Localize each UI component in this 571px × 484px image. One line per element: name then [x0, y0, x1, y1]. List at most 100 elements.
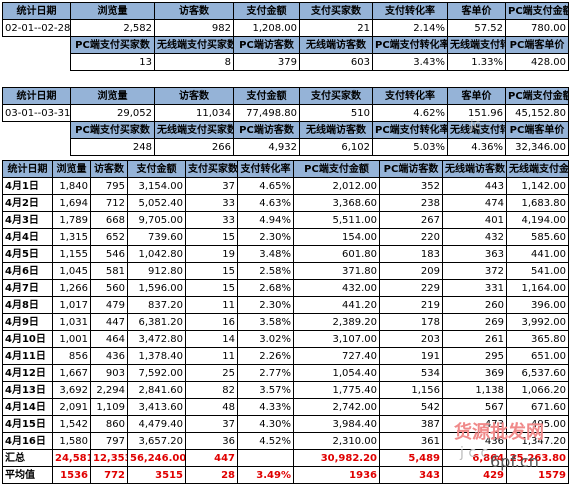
data-cell: 248 — [70, 138, 155, 156]
header-cell: 浏览量 — [52, 160, 91, 178]
data-cell: 432.00 — [293, 279, 380, 297]
data-cell: 261 — [442, 330, 507, 348]
data-cell: 19 — [185, 245, 238, 263]
data-cell: 652 — [90, 228, 128, 246]
row-label-cell: 4月3日 — [2, 211, 53, 229]
data-cell: 3.49% — [237, 466, 294, 484]
data-cell: 3.58% — [237, 313, 294, 331]
table-row: 4月1日 1,840 795 3,154.00 37 4.65% 2,012.00 352 44… — [2, 177, 569, 195]
data-cell: 560 — [90, 279, 128, 297]
data-cell: 13 — [70, 53, 155, 71]
data-cell: 3.57% — [237, 381, 294, 399]
data-cell: 671.60 — [506, 398, 569, 416]
data-cell: 546 — [90, 245, 128, 263]
data-cell: 220 — [379, 228, 443, 246]
data-cell: 912.80 — [127, 262, 186, 280]
row-label-cell: 4月13日 — [2, 381, 53, 399]
summary-subdata-row: 13 8 379 603 3.43% 1.33% 428.00 — [3, 53, 569, 71]
data-cell: 1,045 — [52, 262, 91, 280]
header-cell: 统计日期 — [2, 87, 71, 105]
data-cell: 432 — [442, 228, 507, 246]
header-cell: 访客数 — [90, 160, 128, 178]
header-cell: 支付转化率 — [372, 87, 448, 105]
table-row: 4月8日 1,017 479 837.20 11 2.30% 441.20 219 260 396… — [2, 296, 569, 314]
data-cell: 860 — [90, 415, 128, 433]
header-cell: PC端访客数 — [233, 121, 300, 139]
data-cell: 183 — [379, 245, 443, 263]
row-label-cell: 4月15日 — [2, 415, 53, 433]
data-cell: 2.58% — [237, 262, 294, 280]
data-cell: 28 — [185, 466, 238, 484]
data-cell: 2.30% — [237, 228, 294, 246]
data-cell: 3,984.40 — [293, 415, 380, 433]
data-cell: 15 — [185, 279, 238, 297]
data-cell: 2,742.00 — [293, 398, 380, 416]
data-cell: 1,694 — [52, 194, 91, 212]
header-cell: 浏览量 — [70, 87, 155, 105]
data-cell: 14 — [185, 330, 238, 348]
data-cell: 9,705.00 — [127, 211, 186, 229]
data-cell: 1,775.40 — [293, 381, 380, 399]
row-label-cell: 4月1日 — [2, 177, 53, 195]
data-cell: 1,315 — [52, 228, 91, 246]
data-cell: 1.33% — [447, 53, 506, 71]
data-cell: 401 — [442, 211, 507, 229]
data-cell: 24,581 — [52, 449, 91, 467]
data-cell: 6,381.20 — [127, 313, 186, 331]
header-cell: 支付买家数 — [299, 2, 373, 20]
data-cell: 178 — [379, 313, 443, 331]
blank-cell — [3, 54, 71, 71]
data-cell: 3,992.00 — [506, 313, 569, 331]
data-cell: 2.14% — [372, 19, 448, 37]
data-cell: 352 — [379, 177, 443, 195]
data-cell: 5,511.00 — [293, 211, 380, 229]
data-cell: 772 — [90, 466, 128, 484]
header-cell: 无线端访客数 — [442, 160, 507, 178]
row-label-cell: 4月16日 — [2, 432, 53, 450]
data-cell: 331 — [442, 279, 507, 297]
data-cell: 260 — [442, 296, 507, 314]
data-cell: 1,155 — [52, 245, 91, 263]
row-label-cell: 4月10日 — [2, 330, 53, 348]
header-cell: 无线端访客数 — [299, 121, 373, 139]
data-cell: 4.33% — [237, 398, 294, 416]
data-cell: 369 — [442, 364, 507, 382]
header-cell: 统计日期 — [2, 2, 71, 20]
data-cell: 1,840 — [52, 177, 91, 195]
header-cell: 支付转化率 — [372, 2, 448, 20]
header-cell: 无线端支付买家数 — [154, 121, 234, 139]
data-cell: 56,246.00 — [127, 449, 186, 467]
date-range-cell: 03-01--03-31 — [2, 104, 71, 122]
table-row: 4月16日 1,580 797 3,657.20 36 4.52% 2,310.00 361 4… — [2, 432, 569, 450]
data-cell: 361 — [379, 432, 443, 450]
data-cell: 5.03% — [372, 138, 448, 156]
header-cell: PC端访客数 — [379, 160, 443, 178]
data-cell: 33 — [185, 211, 238, 229]
header-cell: 客单价 — [447, 87, 506, 105]
header-cell: 支付转化率 — [237, 160, 294, 178]
data-cell: 6,102 — [299, 138, 373, 156]
data-cell: 603 — [299, 53, 373, 71]
data-cell: 1536 — [52, 466, 91, 484]
data-cell: 428.00 — [505, 53, 569, 71]
data-cell: 2,310.00 — [293, 432, 380, 450]
summary-data-row: 02-01--02-28 2,582 982 1,208.00 21 2.14%… — [2, 19, 569, 37]
data-cell: 396.00 — [506, 296, 569, 314]
data-cell: 1,164.00 — [506, 279, 569, 297]
table-row: 4月2日 1,694 712 5,052.40 33 4.63% 3,368.60 238 47… — [2, 194, 569, 212]
data-cell: 1,208.00 — [233, 19, 300, 37]
row-label-cell: 4月14日 — [2, 398, 53, 416]
data-cell: 2.30% — [237, 296, 294, 314]
header-cell: PC端客单价 — [505, 121, 569, 139]
data-cell: 739.60 — [127, 228, 186, 246]
data-cell: 2,091 — [52, 398, 91, 416]
summary-header-row: 统计日期 浏览量 访客数 支付金额 支付买家数 支付转化率 客单价 PC端支付金… — [2, 87, 569, 105]
data-cell: 903 — [90, 364, 128, 382]
data-cell: 343 — [379, 466, 443, 484]
data-cell: 15 — [185, 228, 238, 246]
data-cell: 6,864 — [442, 449, 507, 467]
data-cell: 229 — [379, 279, 443, 297]
daily-stats-table: 统计日期 浏览量 访客数 支付金额 支付买家数 支付转化率 PC端支付金额 PC… — [2, 160, 569, 484]
header-cell: 访客数 — [154, 2, 234, 20]
data-cell: 21 — [299, 19, 373, 37]
